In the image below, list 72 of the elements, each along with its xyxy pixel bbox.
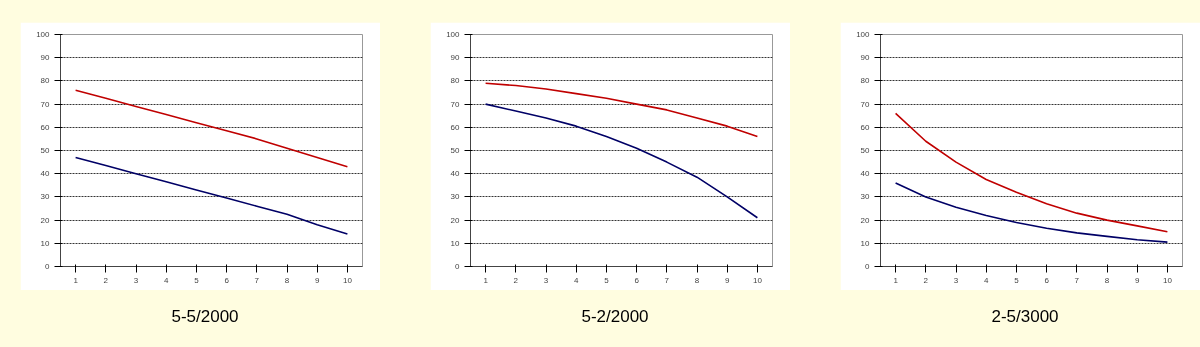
- line-series: [894, 182, 1169, 243]
- x-tick-label: 3: [953, 275, 959, 285]
- x-tick-label: 10: [1162, 275, 1173, 285]
- x-tick-label: 9: [724, 275, 730, 285]
- x-tick-label: 10: [342, 275, 353, 285]
- y-tick-label: 20: [450, 215, 461, 225]
- y-tick-label: 80: [450, 76, 461, 86]
- y-tick-label: 80: [860, 76, 871, 86]
- x-tick-label: 5: [604, 275, 610, 285]
- x-tick-label: 8: [694, 275, 700, 285]
- y-tick-label: 60: [40, 122, 51, 132]
- text: 5-5/2000: [171, 306, 239, 328]
- x-tick-label: 5: [194, 275, 200, 285]
- y-tick-label: 70: [860, 99, 871, 109]
- x-tick-label: 6: [1044, 275, 1050, 285]
- y-tick-label: 60: [450, 122, 461, 132]
- y-tick-label: 30: [40, 192, 51, 202]
- x-tick-label: 1: [483, 275, 489, 285]
- x-tick-label: 2: [513, 275, 519, 285]
- y-tick-label: 100: [36, 30, 51, 39]
- y-tick-label: 50: [450, 146, 461, 155]
- x-tick-label: 7: [1074, 275, 1080, 285]
- y-tick-label: 30: [860, 192, 871, 202]
- x-tick-label: 8: [284, 275, 290, 285]
- line-series: [484, 103, 759, 219]
- y-tick-label: 40: [450, 169, 461, 179]
- y-tick-label: 10: [450, 238, 461, 248]
- x-tick-label: 1: [893, 275, 899, 285]
- x-tick-label: 4: [983, 275, 989, 285]
- line-series: [74, 89, 349, 168]
- y-tick-label: 70: [450, 99, 461, 109]
- x-tick-label: 2: [103, 275, 109, 285]
- y-tick-label: 100: [446, 30, 461, 39]
- y-tick-label: 50: [860, 146, 871, 155]
- y-tick-label: 90: [450, 53, 461, 63]
- y-tick-label: 80: [40, 76, 51, 86]
- y-tick-label: 50: [40, 146, 51, 155]
- x-tick-label: 6: [634, 275, 640, 285]
- y-tick-label: 20: [40, 215, 51, 225]
- y-tick-label: 10: [860, 238, 871, 248]
- x-tick-label: 7: [664, 275, 670, 285]
- line-series: [74, 156, 349, 235]
- y-tick-label: 40: [40, 169, 51, 179]
- x-tick-label: 6: [224, 275, 230, 285]
- y-tick-label: 60: [860, 122, 871, 132]
- y-tick-label: 70: [40, 99, 51, 109]
- x-tick-label: 8: [1104, 275, 1110, 285]
- y-tick-label: 20: [860, 215, 871, 225]
- x-tick-label: 9: [314, 275, 320, 285]
- y-tick-label: 90: [860, 53, 871, 63]
- y-tick-label: 10: [40, 238, 51, 248]
- x-tick-label: 5: [1014, 275, 1020, 285]
- x-tick-label: 3: [543, 275, 549, 285]
- x-tick-label: 1: [73, 275, 79, 285]
- x-tick-label: 9: [1134, 275, 1140, 285]
- y-tick-label: 90: [40, 53, 51, 63]
- x-tick-label: 4: [163, 275, 169, 285]
- y-tick-label: 40: [860, 169, 871, 179]
- y-tick-label: 100: [856, 30, 871, 39]
- x-tick-label: 7: [254, 275, 260, 285]
- x-tick-label: 2: [923, 275, 929, 285]
- y-tick-label: 30: [450, 192, 461, 202]
- x-tick-label: 4: [573, 275, 579, 285]
- x-tick-label: 3: [133, 275, 139, 285]
- y-tick-label: 0: [865, 262, 871, 271]
- line-series: [484, 82, 759, 138]
- y-tick-label: 0: [455, 262, 461, 271]
- line-series: [894, 112, 1169, 233]
- text: 2-5/3000: [991, 306, 1059, 328]
- y-tick-label: 0: [45, 262, 51, 271]
- text: 5-2/2000: [581, 306, 649, 328]
- x-tick-label: 10: [752, 275, 763, 285]
